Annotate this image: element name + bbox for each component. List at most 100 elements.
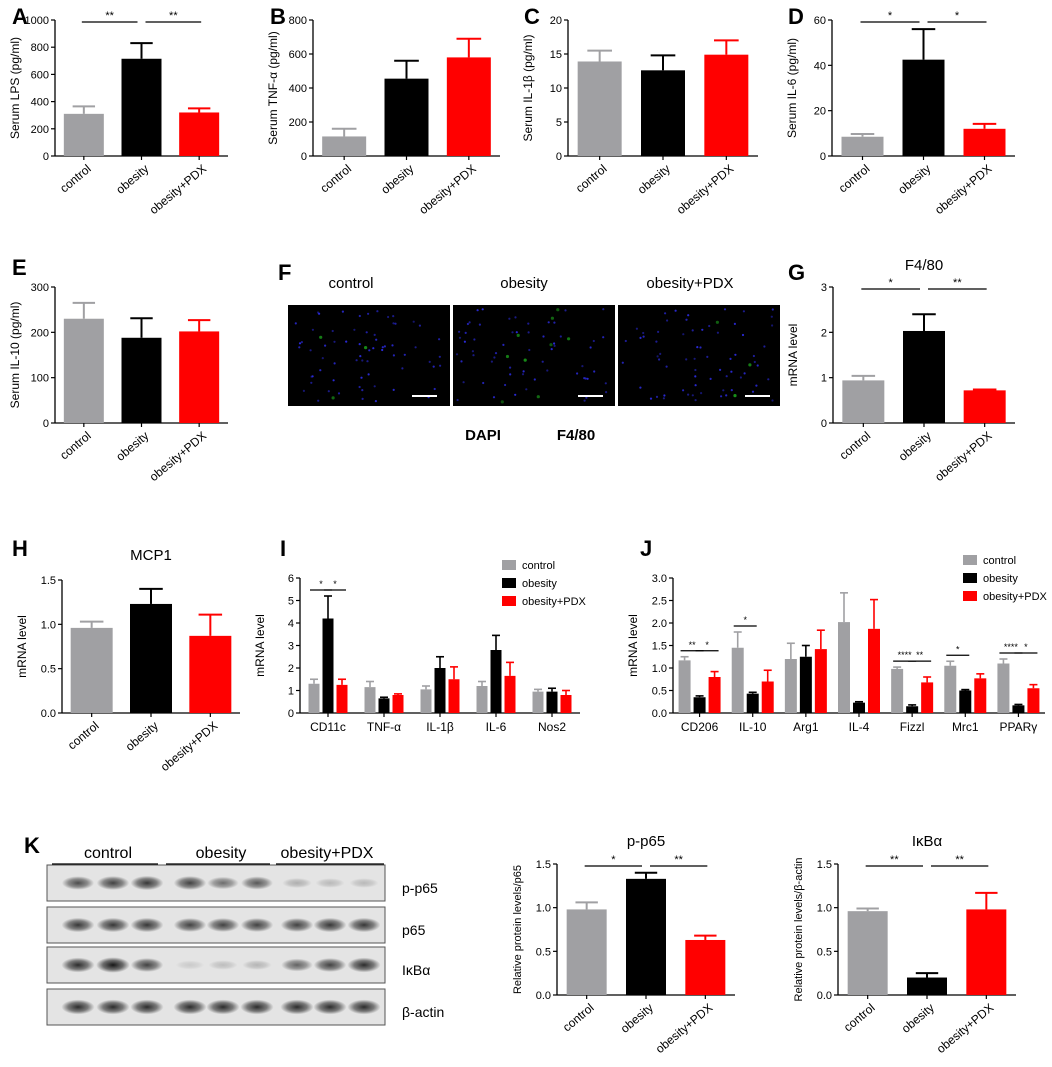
dapi-nucleus xyxy=(383,345,386,348)
y-tick-label: 600 xyxy=(31,69,49,81)
chart-c: C 0 5 10 15 20 Serum IL-1β (pg/ml) control obesi… xyxy=(521,4,758,217)
y-axis-label: mRNA level xyxy=(15,615,29,678)
blot-band xyxy=(175,960,205,970)
y-tick-label: 800 xyxy=(289,15,307,27)
micrograph-label-control: control xyxy=(328,275,373,292)
significance-label: * xyxy=(956,644,960,654)
dapi-nucleus xyxy=(706,355,709,358)
y-tick-label: 0.0 xyxy=(536,990,551,1002)
dapi-nucleus xyxy=(298,346,301,349)
dapi-nucleus xyxy=(694,368,697,372)
dapi-nucleus xyxy=(723,308,727,311)
dapi-nucleus xyxy=(658,358,661,361)
y-tick-label: 1.5 xyxy=(536,859,551,871)
dapi-nucleus xyxy=(462,381,465,384)
dapi-nucleus xyxy=(472,354,475,357)
bar xyxy=(847,911,888,995)
dapi-nucleus xyxy=(696,346,699,349)
dapi-nucleus xyxy=(337,392,341,395)
dapi-nucleus xyxy=(391,344,394,347)
dapi-nucleus xyxy=(751,390,755,393)
x-tick-label: PPARγ xyxy=(1000,720,1038,734)
dapi-nucleus xyxy=(756,364,759,367)
blot-label-p-p65: p-p65 xyxy=(402,880,438,896)
chart-b: B 0 200 400 600 800 Serum TNF-α (pg/ml) control… xyxy=(266,4,500,217)
x-tick-label: obesity+PDX xyxy=(653,1001,715,1057)
dapi-nucleus xyxy=(553,342,556,345)
f4-80-cell xyxy=(733,394,737,398)
dapi-nucleus xyxy=(466,322,469,326)
f4-80-cell xyxy=(523,358,527,362)
y-tick-label: 3 xyxy=(821,282,827,294)
f4-80-cell xyxy=(550,316,555,320)
bar xyxy=(322,136,367,156)
blot-band xyxy=(130,875,164,891)
dapi-nucleus xyxy=(734,353,737,356)
dapi-nucleus xyxy=(492,396,496,399)
dapi-nucleus xyxy=(674,309,677,312)
bar xyxy=(704,54,749,156)
y-tick-label: 0.0 xyxy=(652,708,667,720)
dapi-nucleus xyxy=(771,399,774,402)
dapi-nucleus xyxy=(428,360,431,363)
y-tick-label: 1.5 xyxy=(41,575,56,587)
x-tick-label: obesity+PDX xyxy=(147,162,209,218)
dapi-nucleus xyxy=(373,333,376,336)
bar xyxy=(842,380,885,423)
micrograph-label-obesity-pdx: obesity+PDX xyxy=(646,275,733,292)
dapi-nucleus xyxy=(392,354,395,357)
legend-swatch xyxy=(963,573,977,583)
blot-strips xyxy=(46,864,386,1026)
dapi-nucleus xyxy=(341,310,344,313)
blot-band xyxy=(96,999,130,1015)
blot-band xyxy=(347,999,381,1015)
dapi-nucleus xyxy=(559,335,562,338)
dapi-nucleus xyxy=(546,369,549,372)
dapi-nucleus xyxy=(602,336,605,339)
dapi-nucleus xyxy=(720,395,723,398)
x-tick-label: control xyxy=(836,162,873,196)
dapi-nucleus xyxy=(401,367,404,370)
dapi-nucleus xyxy=(456,398,459,402)
blot-band xyxy=(281,958,313,972)
bar xyxy=(997,663,1010,713)
legend-label: obesity xyxy=(522,578,557,590)
blot-group-control: control xyxy=(84,845,132,862)
dapi-nucleus xyxy=(691,329,694,332)
bar xyxy=(974,678,987,713)
significance-label: ** xyxy=(955,854,964,866)
significance-label: ** xyxy=(105,10,114,22)
blot-band xyxy=(96,957,130,973)
dapi-nucleus xyxy=(373,385,376,388)
dapi-nucleus xyxy=(333,340,336,343)
dapi-nucleus xyxy=(327,390,330,393)
chart-d: D 0 20 40 60 Serum IL-6 (pg/ml) control obesity… xyxy=(785,4,1015,217)
blot-band xyxy=(280,999,314,1015)
dapi-nucleus xyxy=(476,309,479,312)
bar xyxy=(384,78,429,156)
bar xyxy=(532,691,544,713)
y-tick-label: 1.5 xyxy=(652,641,667,653)
bar xyxy=(761,681,774,713)
bar xyxy=(179,331,220,423)
bar xyxy=(308,683,320,713)
legend-dapi: DAPI xyxy=(465,427,501,444)
dapi-nucleus xyxy=(665,365,668,368)
dapi-nucleus xyxy=(742,310,746,313)
panel-letter-k: K xyxy=(24,833,40,858)
micrograph-obesity xyxy=(453,305,615,406)
y-tick-label: 300 xyxy=(31,282,49,294)
dapi-nucleus xyxy=(763,345,766,348)
dapi-nucleus xyxy=(642,331,645,335)
blot-band xyxy=(282,878,312,888)
dapi-nucleus xyxy=(691,394,694,397)
dapi-nucleus xyxy=(604,382,607,385)
chart-j: J 0.0 0.5 1.0 1.5 2.0 2.5 3.0 mRNA level CD206 IL-… xyxy=(626,536,1048,734)
bar xyxy=(963,390,1006,423)
x-tick-label: obesity xyxy=(618,1001,656,1036)
dapi-nucleus xyxy=(542,335,545,338)
dapi-nucleus xyxy=(490,360,493,363)
bar xyxy=(853,702,865,713)
dapi-nucleus xyxy=(522,370,525,373)
y-tick-label: 0 xyxy=(820,151,826,163)
